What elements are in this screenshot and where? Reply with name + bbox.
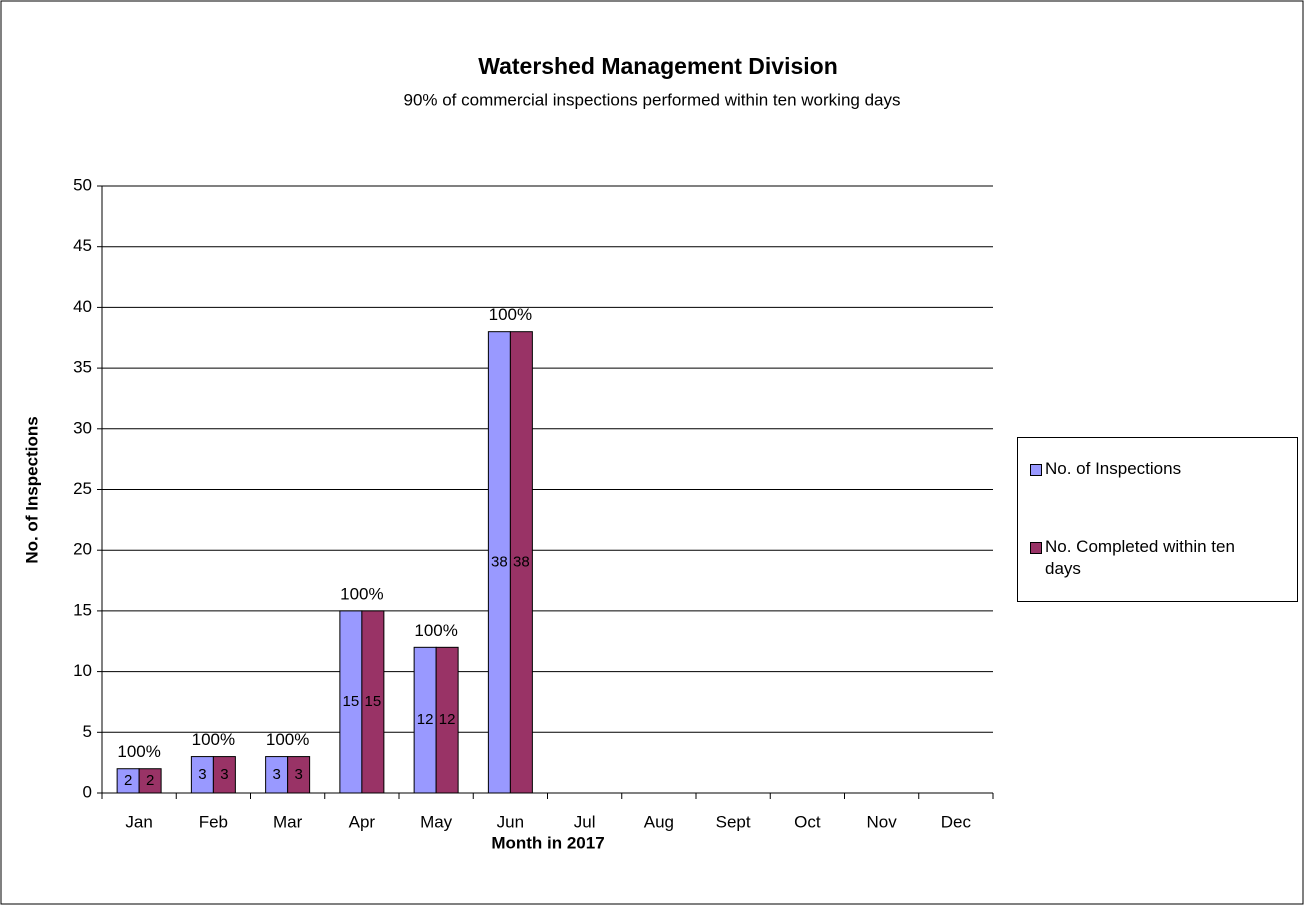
rate-label: 100%	[192, 730, 235, 749]
legend-swatch	[1030, 542, 1042, 554]
data-label: 38	[491, 553, 508, 570]
x-axis-label: Month in 2017	[491, 833, 604, 852]
y-tick-label: 35	[73, 358, 92, 377]
data-label: 3	[220, 766, 228, 783]
y-tick-label: 0	[83, 782, 92, 801]
legend-label: No. Completed within ten days	[1045, 537, 1235, 578]
x-tick-label: Mar	[273, 812, 303, 831]
y-axis-label: No. of Inspections	[22, 416, 41, 563]
x-tick-label: Jun	[497, 812, 524, 831]
y-tick-label: 5	[83, 722, 92, 741]
x-tick-label: Apr	[349, 812, 376, 831]
data-label: 15	[365, 693, 382, 710]
rate-label: 100%	[266, 730, 309, 749]
data-label: 3	[272, 766, 280, 783]
y-tick-label: 20	[73, 540, 92, 559]
legend: No. of Inspections No. Completed within t…	[1017, 437, 1298, 602]
legend-label: No. of Inspections	[1045, 459, 1182, 478]
x-tick-label: Aug	[644, 812, 674, 831]
y-tick-label: 10	[73, 661, 92, 680]
data-label: 15	[343, 693, 360, 710]
rate-label: 100%	[414, 621, 457, 640]
x-tick-label: Dec	[941, 812, 972, 831]
y-tick-label: 40	[73, 297, 92, 316]
x-tick-label: Feb	[199, 812, 228, 831]
x-tick-label: Jan	[125, 812, 152, 831]
y-tick-label: 45	[73, 236, 92, 255]
rate-label: 100%	[117, 742, 160, 761]
x-tick-label: Oct	[794, 812, 821, 831]
x-tick-label: Jul	[574, 812, 596, 831]
y-tick-label: 25	[73, 479, 92, 498]
rate-label: 100%	[489, 305, 532, 324]
x-tick-label: May	[420, 812, 453, 831]
data-label: 38	[513, 553, 530, 570]
y-tick-label: 50	[73, 175, 92, 194]
legend-item: No. of Inspections	[1030, 458, 1292, 480]
legend-item: No. Completed within ten days	[1030, 536, 1292, 580]
rate-label: 100%	[340, 584, 383, 603]
data-label: 3	[198, 766, 206, 783]
data-label: 12	[417, 711, 434, 728]
y-tick-label: 30	[73, 418, 92, 437]
data-label: 2	[146, 772, 154, 789]
x-tick-label: Nov	[867, 812, 898, 831]
data-label: 12	[439, 711, 456, 728]
x-tick-label: Sept	[716, 812, 751, 831]
legend-swatch	[1030, 464, 1042, 476]
data-label: 2	[124, 772, 132, 789]
chart-title: Watershed Management Division	[478, 53, 838, 79]
data-label: 3	[294, 766, 302, 783]
y-tick-label: 15	[73, 600, 92, 619]
chart-subtitle: 90% of commercial inspections performed …	[403, 90, 900, 109]
